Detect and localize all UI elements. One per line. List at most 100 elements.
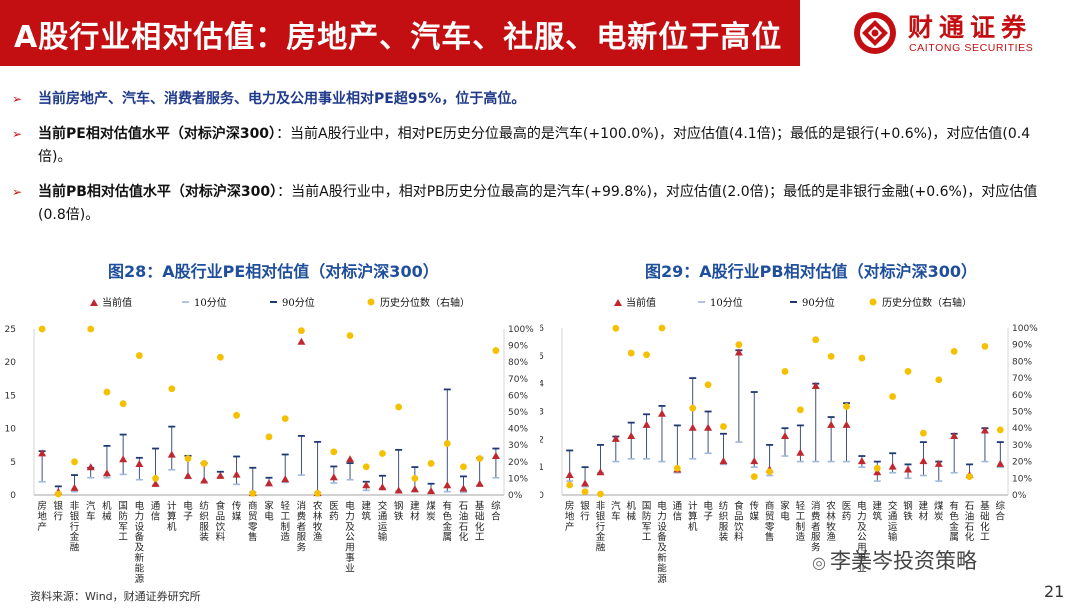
percentile-marker [858, 354, 866, 362]
category-char: 事 [857, 552, 867, 564]
current-marker [135, 459, 144, 467]
category-char: 材 [919, 510, 929, 522]
percentile-marker [265, 433, 273, 441]
category-char: 消 [811, 500, 821, 512]
category-char: 银 [70, 510, 80, 522]
category-char: 电 [657, 500, 667, 512]
category-char: 金 [949, 521, 959, 533]
category-char: 医 [329, 501, 339, 512]
category-char: 备 [135, 531, 145, 543]
category-char: 非 [596, 500, 606, 512]
category-char: 运 [888, 522, 898, 533]
category-label: 钢铁 [903, 500, 913, 522]
percentile-marker [566, 481, 574, 489]
current-marker [857, 457, 866, 465]
legend-pct-label: 历史分位数（右轴） [380, 296, 470, 309]
category-char: 家 [264, 500, 274, 512]
category-label: 轻工制造 [796, 500, 806, 543]
percentile-marker [981, 342, 989, 350]
category-char: 制 [796, 521, 806, 533]
y2-tick-label: 20% [1012, 458, 1032, 468]
category-char: 钢 [903, 500, 913, 512]
category-char: 车 [611, 510, 621, 522]
current-marker [750, 457, 759, 465]
category-char: 银 [54, 500, 64, 512]
bullet-pe-text: ：当前A股行业中，相对PE历史分位最高的是汽车(+100.0%)，对应估值(4.… [38, 126, 1031, 165]
current-marker [459, 484, 468, 492]
category-char: 产 [565, 521, 575, 533]
category-label: 纺织服装 [719, 500, 729, 543]
current-marker [410, 485, 419, 493]
category-char: 地 [565, 510, 575, 522]
bullet-pb-heading: 当前PB相对估值水平（对标沪深300） [38, 184, 278, 200]
percentile-marker [827, 352, 835, 360]
y2-tick-label: 80% [1012, 357, 1032, 367]
y-tick-label: 15 [5, 391, 16, 401]
category-label: 电子 [703, 500, 713, 522]
category-label: 家电 [780, 500, 790, 522]
category-char: 国 [642, 501, 652, 512]
category-char: 轻 [796, 500, 806, 512]
category-char: 计 [167, 500, 177, 512]
percentile-marker [581, 488, 589, 496]
category-char: 军 [118, 522, 128, 533]
current-marker [827, 420, 836, 428]
current-marker [394, 486, 403, 494]
percentile-marker [362, 463, 370, 471]
category-char: 医 [842, 501, 852, 512]
percentile-marker [812, 336, 820, 344]
y2-tick-label: 70% [508, 375, 528, 385]
category-char: 煤 [426, 500, 436, 512]
percentile-marker [612, 324, 620, 332]
category-label: 煤炭 [934, 500, 944, 522]
current-marker [642, 420, 651, 428]
percentile-marker [427, 460, 435, 467]
category-char: 油 [965, 510, 975, 522]
category-char: 服 [719, 522, 729, 533]
legend-pct-label: 历史分位数（右轴） [882, 296, 972, 309]
category-char: 油 [459, 510, 469, 522]
category-char: 务 [297, 542, 307, 554]
y2-tick-label: 100% [508, 325, 534, 335]
current-marker [888, 462, 897, 470]
category-char: 服 [199, 522, 209, 533]
category-char: 有 [443, 500, 453, 512]
category-char: 业 [857, 563, 867, 574]
current-marker [70, 483, 79, 491]
percentile-marker [673, 464, 681, 472]
category-label: 传媒 [232, 500, 242, 522]
category-char: 机 [167, 521, 177, 533]
category-label: 商贸零售 [248, 500, 258, 543]
category-char: 行 [70, 521, 80, 533]
category-label: 电力设备及新能源 [135, 500, 145, 584]
current-marker [688, 423, 697, 431]
category-label: 通信 [151, 501, 161, 522]
category-char: 售 [248, 531, 258, 543]
percentile-marker [152, 475, 159, 482]
y2-tick-label: 60% [508, 391, 528, 401]
category-label: 交通运输 [378, 500, 388, 543]
y-tick-label: 6 [540, 324, 544, 334]
percentile-marker [168, 385, 176, 393]
percentile-marker [346, 332, 354, 340]
category-char: 渔 [313, 532, 323, 543]
watermark: ◎ 李美岑投资策略 [812, 545, 977, 575]
category-label: 电子 [183, 500, 193, 522]
category-char: 电 [135, 500, 145, 512]
category-label: 基础化工 [980, 500, 990, 543]
category-char: 林 [826, 510, 836, 522]
category-char: 电 [857, 500, 867, 512]
category-label: 电力及公用事业 [345, 500, 355, 574]
current-marker [919, 457, 928, 465]
category-char: 售 [765, 531, 775, 543]
category-char: 械 [102, 510, 112, 522]
current-marker [904, 465, 913, 473]
category-char: 牧 [826, 521, 836, 533]
category-char: 输 [378, 531, 388, 543]
current-marker [216, 471, 225, 479]
percentile-marker [904, 368, 912, 375]
category-char: 础 [980, 510, 990, 522]
category-label: 国防军工 [642, 501, 652, 543]
category-char: 行 [580, 510, 590, 522]
category-char: 银 [596, 510, 606, 522]
